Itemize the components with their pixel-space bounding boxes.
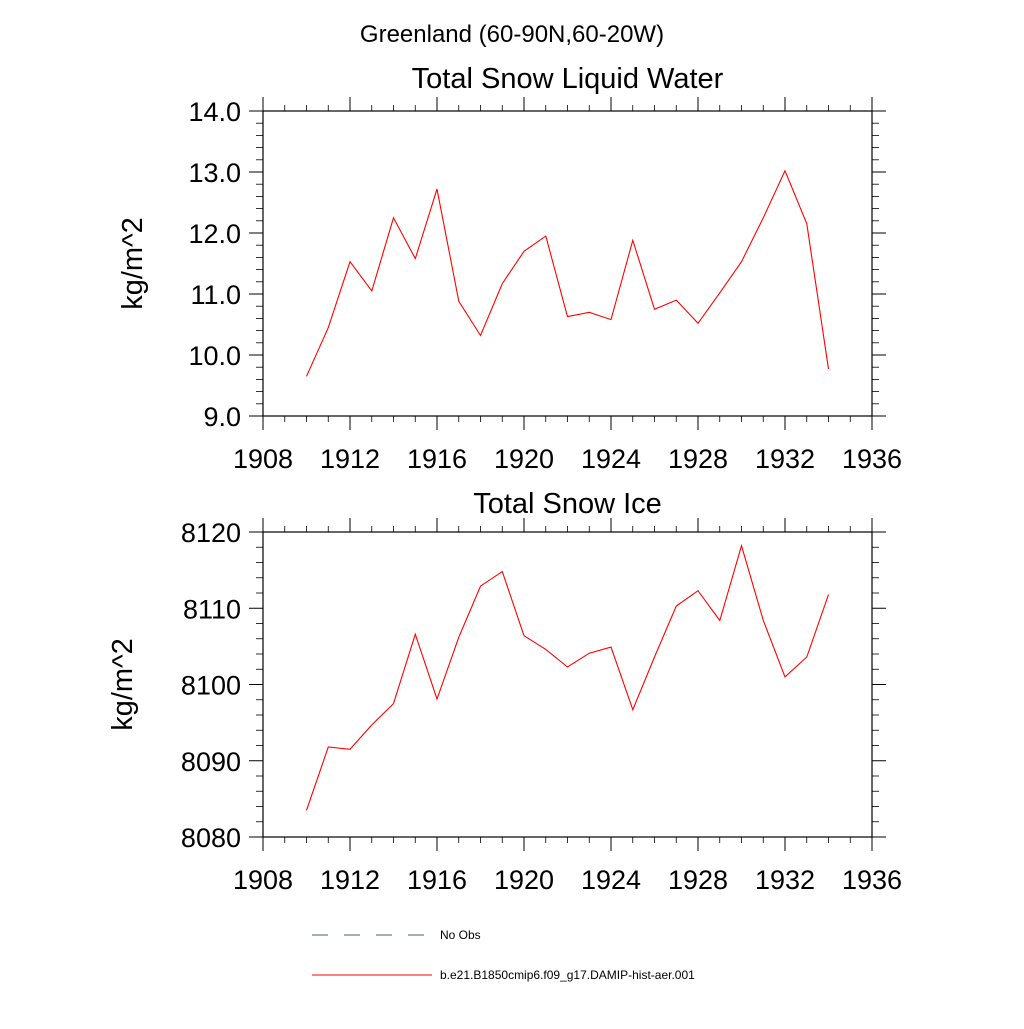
x-tick-label: 1928 — [668, 865, 728, 895]
y-tick-label: 11.0 — [190, 280, 241, 310]
x-tick-label: 1916 — [407, 444, 467, 474]
x-tick-label: 1936 — [842, 444, 902, 474]
x-tick-label: 1908 — [233, 444, 293, 474]
figure-title: Greenland (60-90N,60-20W) — [360, 21, 664, 48]
x-tick-label: 1916 — [407, 865, 467, 895]
plot-frame — [263, 111, 872, 416]
y-tick-label: 14.0 — [188, 97, 241, 127]
x-tick-label: 1920 — [494, 444, 554, 474]
x-tick-label: 1928 — [668, 444, 728, 474]
y-tick-label: 8080 — [181, 823, 241, 853]
series-line — [307, 546, 829, 811]
legend-label: b.e21.B1850cmip6.f09_g17.DAMIP-hist-aer.… — [440, 968, 695, 982]
y-tick-label: 13.0 — [188, 158, 241, 188]
legend-label: No Obs — [440, 928, 481, 942]
series-line — [307, 171, 829, 376]
chart-title: Total Snow Liquid Water — [412, 63, 724, 95]
x-tick-label: 1908 — [233, 865, 293, 895]
legend: No Obs b.e21.B1850cmip6.f09_g17.DAMIP-his… — [312, 928, 695, 982]
x-tick-label: 1924 — [581, 444, 641, 474]
y-tick-label: 8120 — [181, 518, 241, 548]
chart-panel-1: Total Snow Liquid Water kg/m^2 1908 1912 191… — [117, 63, 902, 474]
x-tick-label: 1912 — [320, 444, 380, 474]
x-tick-label: 1932 — [755, 865, 815, 895]
x-tick-label: 1920 — [494, 865, 554, 895]
x-tick-label: 1912 — [320, 865, 380, 895]
x-tick-label: 1932 — [755, 444, 815, 474]
plot-frame — [263, 532, 872, 837]
y-tick-label: 12.0 — [188, 219, 241, 249]
y-tick-label: 9.0 — [203, 402, 241, 432]
x-tick-label: 1936 — [842, 865, 902, 895]
y-tick-label: 8110 — [183, 594, 241, 624]
y-tick-label: 8090 — [181, 747, 241, 777]
y-axis-label: kg/m^2 — [117, 217, 149, 310]
chart-panel-2: Total Snow Ice kg/m^2 1908 1912 1916 1920 1924… — [107, 488, 902, 895]
x-tick-label: 1924 — [581, 865, 641, 895]
y-tick-label: 8100 — [181, 671, 241, 701]
y-axis-label: kg/m^2 — [107, 638, 139, 731]
chart-title: Total Snow Ice — [473, 488, 662, 520]
y-tick-label: 10.0 — [188, 341, 241, 371]
